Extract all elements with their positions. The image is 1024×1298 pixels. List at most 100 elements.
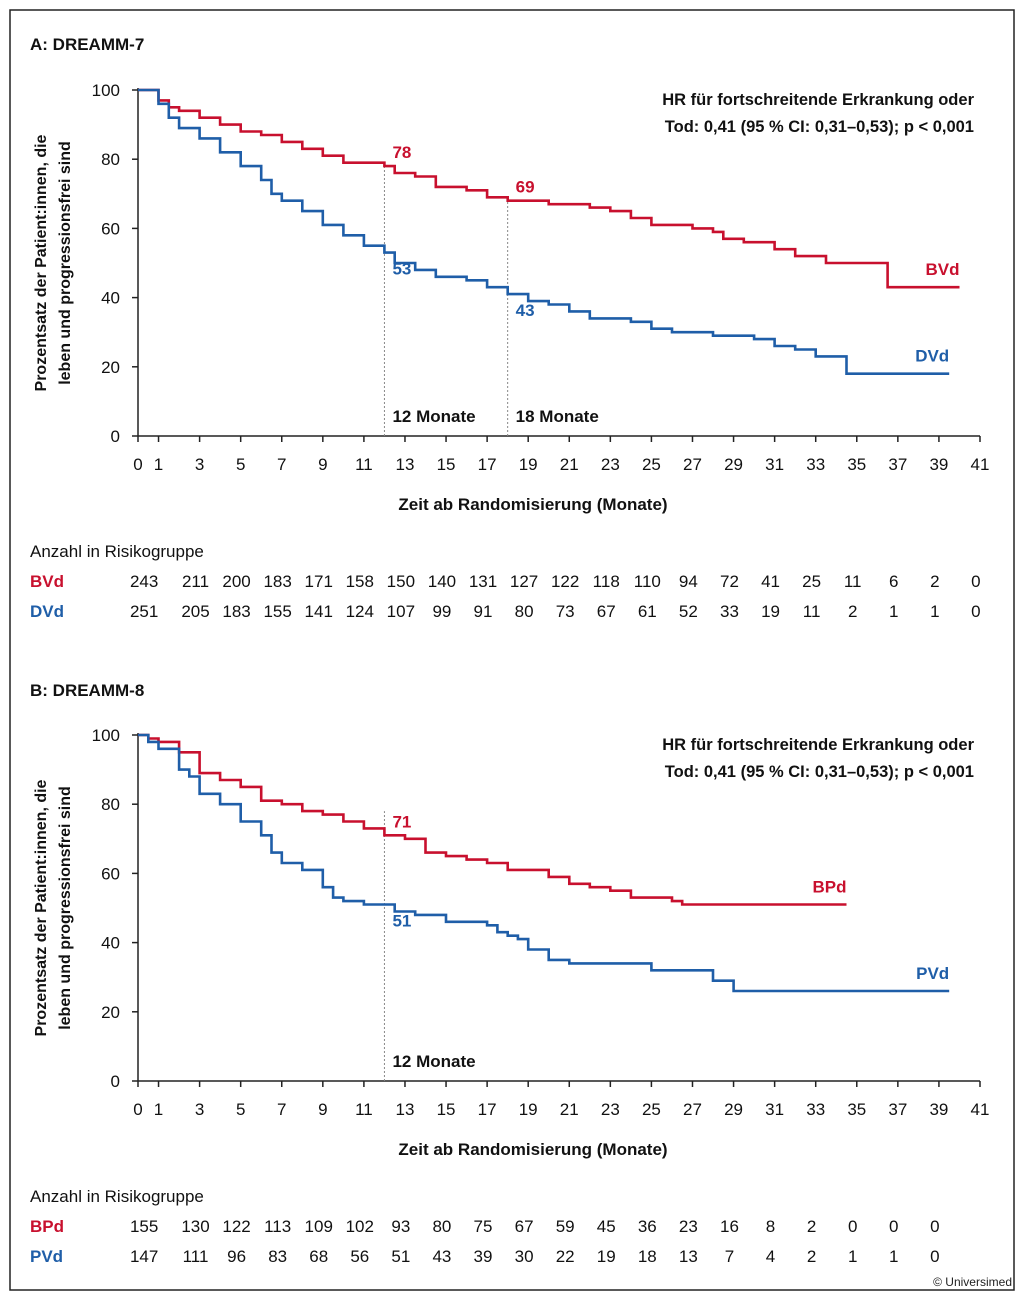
x-tick-label: 15 xyxy=(437,1100,456,1119)
risk-cell: 83 xyxy=(268,1247,287,1266)
risk-cell: 73 xyxy=(556,602,575,621)
survival-curve-dvd xyxy=(138,88,950,375)
risk-cell: 56 xyxy=(350,1247,369,1266)
risk-cell: 110 xyxy=(634,572,661,591)
risk-cell: 11 xyxy=(803,602,821,621)
x-tick-label: 1 xyxy=(154,455,163,474)
risk-cell: 19 xyxy=(761,602,780,621)
risk-cell: 13 xyxy=(679,1247,698,1266)
series-label-bpd: BPd xyxy=(813,878,847,897)
x-tick-label: 25 xyxy=(642,1100,661,1119)
panel-title: B: DREAMM-8 xyxy=(30,681,144,700)
risk-cell: 2 xyxy=(807,1247,816,1266)
data-label: 51 xyxy=(392,912,411,931)
risk-cell: 141 xyxy=(305,602,333,621)
x-tick-label: 13 xyxy=(396,455,415,474)
risk-cell: 39 xyxy=(474,1247,493,1266)
y-tick-label: 100 xyxy=(92,726,120,745)
x-tick-label: 7 xyxy=(277,1100,286,1119)
risk-cell: 147 xyxy=(130,1247,158,1266)
risk-cell: 0 xyxy=(971,602,980,621)
risk-cell: 111 xyxy=(183,1247,209,1266)
x-tick-label: 21 xyxy=(560,455,579,474)
risk-cell: 130 xyxy=(181,1217,209,1236)
x-tick-label: 23 xyxy=(601,455,620,474)
data-label: 78 xyxy=(392,143,411,162)
risk-cell: 75 xyxy=(474,1217,493,1236)
x-tick-label: 35 xyxy=(847,455,866,474)
y-tick-label: 60 xyxy=(101,219,120,238)
risk-cell: 0 xyxy=(930,1247,939,1266)
x-tick-label: 5 xyxy=(236,1100,245,1119)
y-axis-label-line-1: Prozentsatz der Patient:innen, die xyxy=(33,779,50,1036)
figure-border xyxy=(9,9,1015,1291)
survival-curve-bpd xyxy=(138,733,847,906)
data-label: 69 xyxy=(516,178,535,197)
risk-cell: 93 xyxy=(391,1217,410,1236)
x-tick-label: 27 xyxy=(683,1100,702,1119)
risk-row-label-bpd: BPd xyxy=(30,1217,64,1236)
risk-row-label-pvd: PVd xyxy=(30,1247,63,1266)
x-tick-label: 1 xyxy=(154,1100,163,1119)
risk-row-label-bvd: BVd xyxy=(30,572,64,591)
x-tick-label: 3 xyxy=(195,1100,204,1119)
risk-cell: 33 xyxy=(720,602,739,621)
risk-cell: 19 xyxy=(597,1247,616,1266)
risk-cell: 45 xyxy=(597,1217,616,1236)
series-label-pvd: PVd xyxy=(916,964,949,983)
risk-cell: 251 xyxy=(130,602,158,621)
risk-cell: 211 xyxy=(182,572,209,591)
x-axis-label: Zeit ab Randomisierung (Monate) xyxy=(398,1140,667,1159)
risk-cell: 122 xyxy=(222,1217,250,1236)
x-tick-label: 35 xyxy=(847,1100,866,1119)
risk-cell: 183 xyxy=(222,602,250,621)
x-axis-label: Zeit ab Randomisierung (Monate) xyxy=(398,495,667,514)
x-tick-label: 23 xyxy=(601,1100,620,1119)
x-tick-label: 11 xyxy=(355,455,373,474)
risk-cell: 131 xyxy=(469,572,497,591)
risk-cell: 107 xyxy=(387,602,415,621)
risk-cell: 140 xyxy=(428,572,456,591)
x-tick-label: 17 xyxy=(478,1100,497,1119)
x-tick-label: 39 xyxy=(929,455,948,474)
risk-cell: 243 xyxy=(130,572,158,591)
x-tick-label: 33 xyxy=(806,455,825,474)
risk-cell: 6 xyxy=(889,572,898,591)
risk-cell: 59 xyxy=(556,1217,575,1236)
risk-cell: 109 xyxy=(305,1217,333,1236)
risk-cell: 0 xyxy=(971,572,980,591)
y-axis-label-line-2: leben und progressionsfrei sind xyxy=(57,786,74,1030)
reference-line-label: 12 Monate xyxy=(392,1052,475,1071)
x-tick-label: 11 xyxy=(355,1100,373,1119)
risk-cell: 158 xyxy=(346,572,374,591)
risk-cell: 150 xyxy=(387,572,415,591)
risk-cell: 11 xyxy=(844,572,862,591)
risk-cell: 22 xyxy=(556,1247,575,1266)
risk-cell: 0 xyxy=(930,1217,939,1236)
survival-curve-bvd xyxy=(138,88,960,289)
panel-title: A: DREAMM-7 xyxy=(30,35,144,54)
x-tick-label: 39 xyxy=(929,1100,948,1119)
risk-cell: 80 xyxy=(515,602,534,621)
x-tick-label: 13 xyxy=(396,1100,415,1119)
series-label-bvd: BVd xyxy=(925,260,959,279)
risk-cell: 1 xyxy=(889,1247,898,1266)
panel-dreamm-7: A: DREAMM-7 Prozentsatz der Patient:innen… xyxy=(30,35,989,621)
risk-cell: 67 xyxy=(597,602,616,621)
risk-cell: 18 xyxy=(638,1247,657,1266)
risk-cell: 2 xyxy=(807,1217,816,1236)
hazard-ratio-line-1: HR für fortschreitende Erkrankung oder xyxy=(662,736,974,754)
x-tick-label: 5 xyxy=(236,455,245,474)
y-tick-label: 0 xyxy=(111,427,120,446)
y-axis-label-line-1: Prozentsatz der Patient:innen, die xyxy=(33,134,50,391)
x-tick-label: 25 xyxy=(642,455,661,474)
risk-cell: 68 xyxy=(309,1247,328,1266)
x-tick-label: 31 xyxy=(765,1100,784,1119)
risk-cell: 23 xyxy=(679,1217,698,1236)
x-tick-label: 29 xyxy=(724,455,743,474)
series-label-dvd: DVd xyxy=(915,347,949,366)
risk-cell: 80 xyxy=(432,1217,451,1236)
data-label: 43 xyxy=(516,301,535,320)
x-tick-label: 41 xyxy=(971,455,990,474)
risk-cell: 124 xyxy=(346,602,374,621)
